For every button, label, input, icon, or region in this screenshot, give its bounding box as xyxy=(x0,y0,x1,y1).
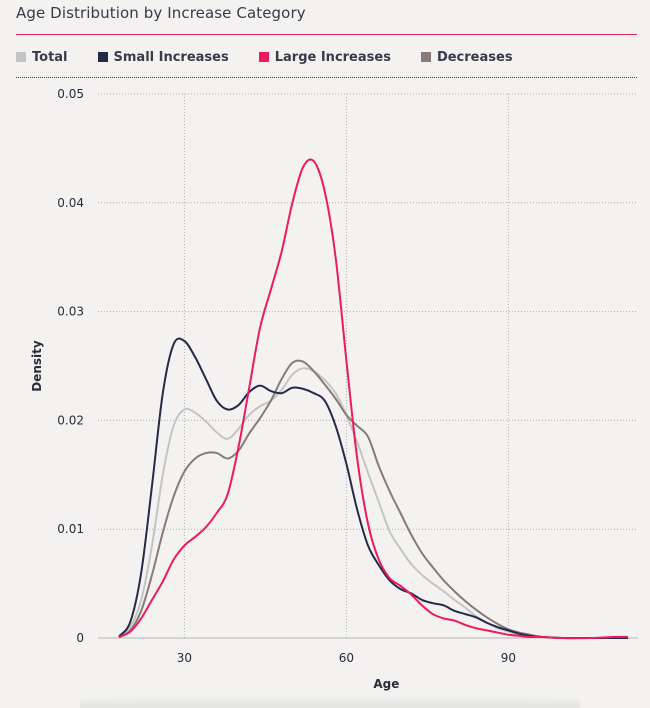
legend-label-large-increases: Large Increases xyxy=(274,49,391,65)
legend-swatch-decreases xyxy=(420,52,431,62)
y-tick-label: 0.02 xyxy=(57,413,84,427)
y-axis-label: Density xyxy=(30,340,44,392)
y-tick-label: 0.05 xyxy=(57,87,84,101)
legend-label-total: Total xyxy=(32,49,68,65)
series-line-total[interactable] xyxy=(118,367,629,640)
x-axis-label: Age xyxy=(373,677,399,691)
series-line-small[interactable] xyxy=(118,337,629,640)
title-divider xyxy=(16,34,637,35)
legend-item-small-increases[interactable]: Small Increases xyxy=(97,49,229,65)
x-tick-label: 30 xyxy=(177,651,192,665)
density-chart: 0 0.01 0.02 0.03 0.04 0.05 30 60 90 Density Age xyxy=(30,87,638,691)
legend-label-small-increases: Small Increases xyxy=(113,49,229,65)
y-tick-label: 0.01 xyxy=(57,522,84,536)
x-tick-labels: 30 60 90 xyxy=(177,651,516,665)
y-tick-labels: 0 0.01 0.02 0.03 0.04 0.05 xyxy=(57,87,84,645)
y-tick-label: 0.04 xyxy=(57,196,84,210)
legend-item-total[interactable]: Total xyxy=(16,50,68,65)
series-lines xyxy=(118,158,629,640)
series-line-large[interactable] xyxy=(118,158,629,640)
legend-divider xyxy=(16,77,637,78)
legend: Total Small Increases Large Increases De… xyxy=(16,48,543,66)
legend-item-decreases[interactable]: Decreases xyxy=(420,49,513,65)
grid xyxy=(98,93,638,639)
chart-title: Age Distribution by Increase Category xyxy=(16,4,306,22)
y-tick-label: 0 xyxy=(76,631,84,645)
legend-label-decreases: Decreases xyxy=(436,49,513,65)
x-tick-label: 60 xyxy=(339,651,354,665)
legend-swatch-total xyxy=(16,52,26,62)
x-tick-label: 90 xyxy=(501,651,516,665)
series-line-decreases[interactable] xyxy=(118,359,629,640)
legend-swatch-large-increases xyxy=(258,52,269,62)
card-shadow xyxy=(80,694,580,708)
y-tick-label: 0.03 xyxy=(57,305,84,319)
legend-item-large-increases[interactable]: Large Increases xyxy=(258,49,391,65)
legend-swatch-small-increases xyxy=(97,52,108,62)
